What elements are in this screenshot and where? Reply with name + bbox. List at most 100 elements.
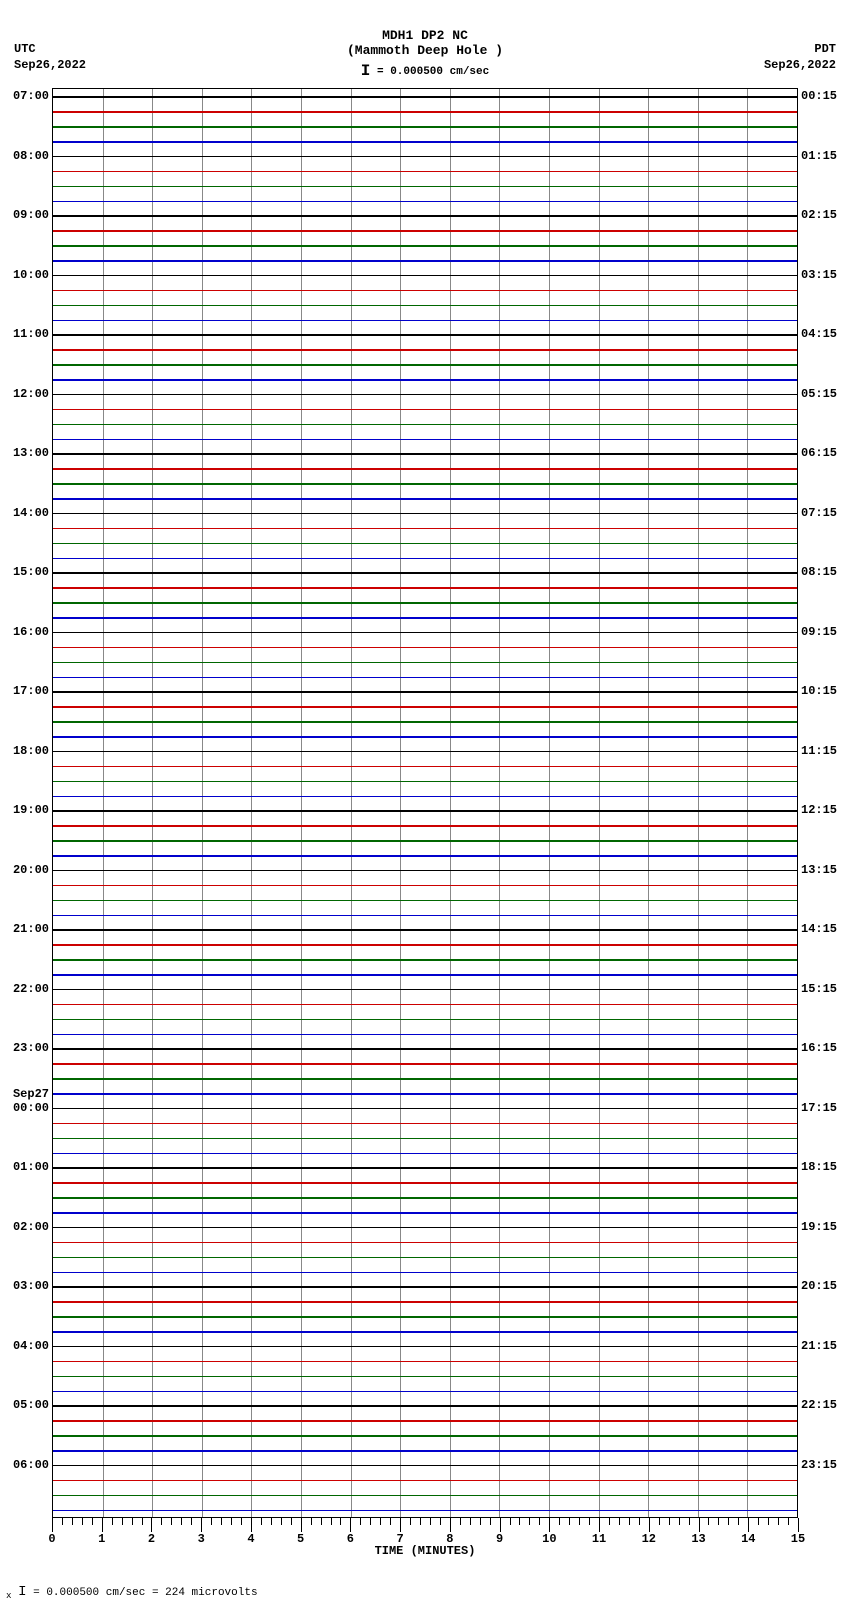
seismic-trace [53, 1019, 797, 1021]
xtick-minor [669, 1518, 670, 1525]
seismic-trace [53, 260, 797, 262]
xtick-minor [321, 1518, 322, 1525]
seismic-trace [53, 617, 797, 619]
seismic-trace [53, 320, 797, 322]
seismic-trace [53, 885, 797, 887]
seismic-trace [53, 572, 797, 574]
seismograph-plot: 07:0000:1508:0001:1509:0002:1510:0003:15… [52, 88, 798, 1518]
seismic-trace [53, 230, 797, 232]
seismic-trace [53, 1435, 797, 1437]
y-label-right: 21:15 [797, 1339, 837, 1353]
xtick-minor [221, 1518, 222, 1525]
day-break-label: Sep27 [13, 1087, 53, 1101]
xtick-minor [529, 1518, 530, 1525]
xtick-minor [171, 1518, 172, 1525]
seismic-trace [53, 721, 797, 723]
seismic-trace [53, 558, 797, 560]
x-tick-label: 13 [691, 1532, 705, 1546]
seismic-trace [53, 959, 797, 961]
seismic-trace [53, 364, 797, 366]
xtick-minor [589, 1518, 590, 1525]
xtick-minor [440, 1518, 441, 1525]
seismic-trace [53, 156, 797, 158]
seismic-trace [53, 855, 797, 857]
seismic-trace [53, 96, 797, 98]
seismic-trace [53, 215, 797, 217]
seismic-trace [53, 810, 797, 812]
seismic-trace [53, 944, 797, 946]
xtick-minor [430, 1518, 431, 1525]
seismic-trace [53, 275, 797, 277]
xtick-major [251, 1518, 252, 1532]
seismic-trace [53, 409, 797, 411]
y-label-right: 10:15 [797, 684, 837, 698]
xtick-minor [519, 1518, 520, 1525]
y-label-right: 07:15 [797, 506, 837, 520]
xtick-minor [281, 1518, 282, 1525]
x-tick-label: 2 [148, 1532, 155, 1546]
seismic-trace [53, 305, 797, 307]
y-label-left: 23:00 [13, 1041, 53, 1055]
y-label-left: 04:00 [13, 1339, 53, 1353]
xtick-major [201, 1518, 202, 1532]
x-axis-title: TIME (MINUTES) [52, 1544, 798, 1558]
xtick-major [699, 1518, 700, 1532]
xtick-major [798, 1518, 799, 1532]
seismic-trace [53, 126, 797, 128]
y-label-left: 03:00 [13, 1279, 53, 1293]
xtick-major [599, 1518, 600, 1532]
seismic-trace [53, 1182, 797, 1184]
xtick-minor [708, 1518, 709, 1525]
x-tick-label: 12 [642, 1532, 656, 1546]
xtick-major [102, 1518, 103, 1532]
xtick-minor [340, 1518, 341, 1525]
seismic-trace [53, 245, 797, 247]
y-label-left: 12:00 [13, 387, 53, 401]
date-right-label: Sep26,2022 [764, 58, 836, 72]
seismic-trace [53, 334, 797, 336]
seismic-trace [53, 766, 797, 768]
xtick-minor [241, 1518, 242, 1525]
seismic-trace [53, 498, 797, 500]
seismic-trace [53, 1048, 797, 1050]
seismic-trace [53, 736, 797, 738]
y-label-left: 20:00 [13, 863, 53, 877]
xtick-minor [629, 1518, 630, 1525]
x-tick-label: 10 [542, 1532, 556, 1546]
y-label-right: 02:15 [797, 208, 837, 222]
seismic-trace [53, 1197, 797, 1199]
y-label-left: 18:00 [13, 744, 53, 758]
x-tick-label: 6 [347, 1532, 354, 1546]
y-label-right: 23:15 [797, 1458, 837, 1472]
seismic-trace [53, 1063, 797, 1065]
y-label-left: 16:00 [13, 625, 53, 639]
xtick-minor [619, 1518, 620, 1525]
seismic-trace [53, 840, 797, 842]
seismic-trace [53, 870, 797, 872]
seismic-trace [53, 1034, 797, 1036]
footer-scale: x I = 0.000500 cm/sec = 224 microvolts [6, 1584, 258, 1601]
date-left-label: Sep26,2022 [14, 58, 86, 72]
x-tick-label: 11 [592, 1532, 606, 1546]
seismic-trace [53, 1286, 797, 1288]
seismic-trace [53, 1242, 797, 1244]
xtick-minor [271, 1518, 272, 1525]
seismic-trace [53, 662, 797, 664]
y-label-left: 19:00 [13, 803, 53, 817]
chart-title-2: (Mammoth Deep Hole ) [0, 43, 850, 58]
seismic-trace [53, 543, 797, 545]
xtick-minor [470, 1518, 471, 1525]
y-label-right: 04:15 [797, 327, 837, 341]
seismic-trace [53, 1405, 797, 1407]
x-tick-label: 3 [198, 1532, 205, 1546]
seismic-trace [53, 1301, 797, 1303]
xtick-minor [390, 1518, 391, 1525]
y-label-right: 01:15 [797, 149, 837, 163]
xtick-minor [112, 1518, 113, 1525]
seismic-trace [53, 929, 797, 931]
seismic-trace [53, 1510, 797, 1512]
xtick-minor [132, 1518, 133, 1525]
seismic-trace [53, 1153, 797, 1155]
xtick-minor [768, 1518, 769, 1525]
y-label-right: 13:15 [797, 863, 837, 877]
